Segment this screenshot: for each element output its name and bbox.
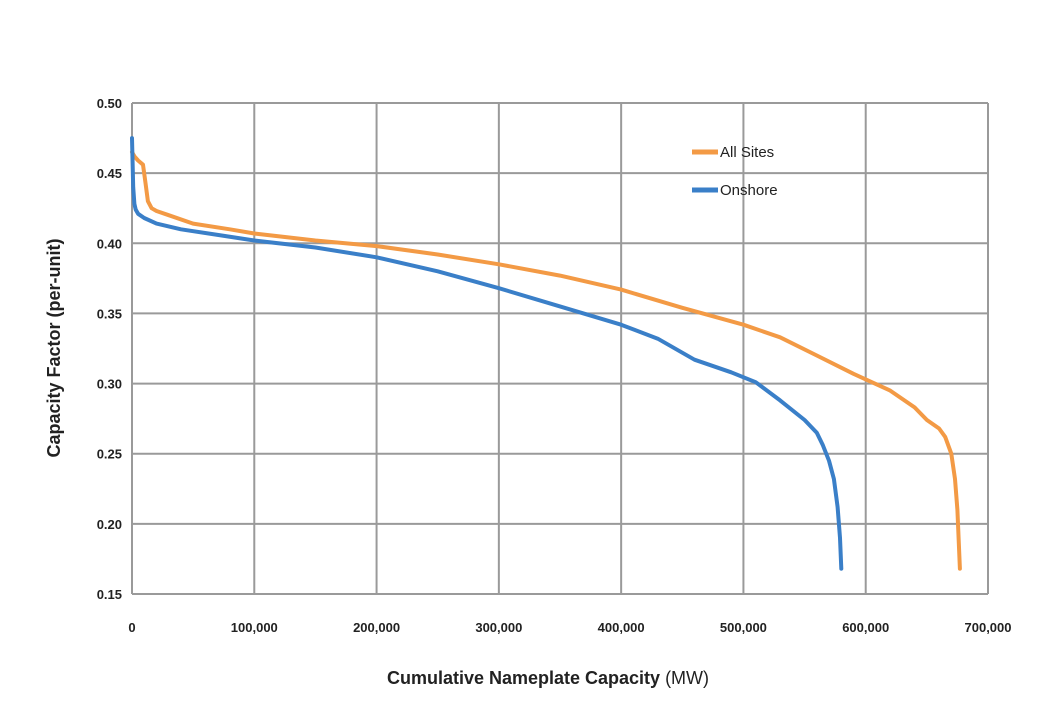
y-tick-label: 0.30 <box>97 377 122 392</box>
x-tick-label: 600,000 <box>842 620 889 635</box>
x-tick-label: 400,000 <box>598 620 645 635</box>
y-tick-label: 0.35 <box>97 306 122 321</box>
y-tick-label: 0.20 <box>97 517 122 532</box>
legend: All Sites Onshore <box>692 144 778 199</box>
x-axis-label: Cumulative Nameplate Capacity (MW) <box>387 668 709 688</box>
x-tick-label: 300,000 <box>475 620 522 635</box>
y-tick-label: 0.25 <box>97 447 122 462</box>
y-tick-label: 0.15 <box>97 587 122 602</box>
x-tick-label: 500,000 <box>720 620 767 635</box>
series-line-all-sites <box>130 150 962 571</box>
x-tick-label: 200,000 <box>353 620 400 635</box>
x-tick-label: 0 <box>128 620 135 635</box>
y-tick-label: 0.45 <box>97 166 122 181</box>
y-tick-label: 0.40 <box>97 236 122 251</box>
grid-layer <box>131 102 989 595</box>
x-axis-label-main: Cumulative Nameplate Capacity <box>387 668 660 688</box>
legend-label-all-sites: All Sites <box>720 144 774 161</box>
legend-label-onshore: Onshore <box>720 182 778 199</box>
x-tick-label: 700,000 <box>965 620 1012 635</box>
y-axis-label: Capacity Factor (per-unit) <box>44 238 64 457</box>
x-tick-label: 100,000 <box>231 620 278 635</box>
x-axis-label-unit: (MW) <box>665 668 709 688</box>
y-tick-label: 0.50 <box>97 96 122 111</box>
tick-labels: 0.15 0.20 0.25 0.30 0.35 0.40 0.45 0.50 0 100,000… <box>97 96 1012 635</box>
series-line-onshore <box>130 136 844 571</box>
series-layer <box>130 136 962 571</box>
